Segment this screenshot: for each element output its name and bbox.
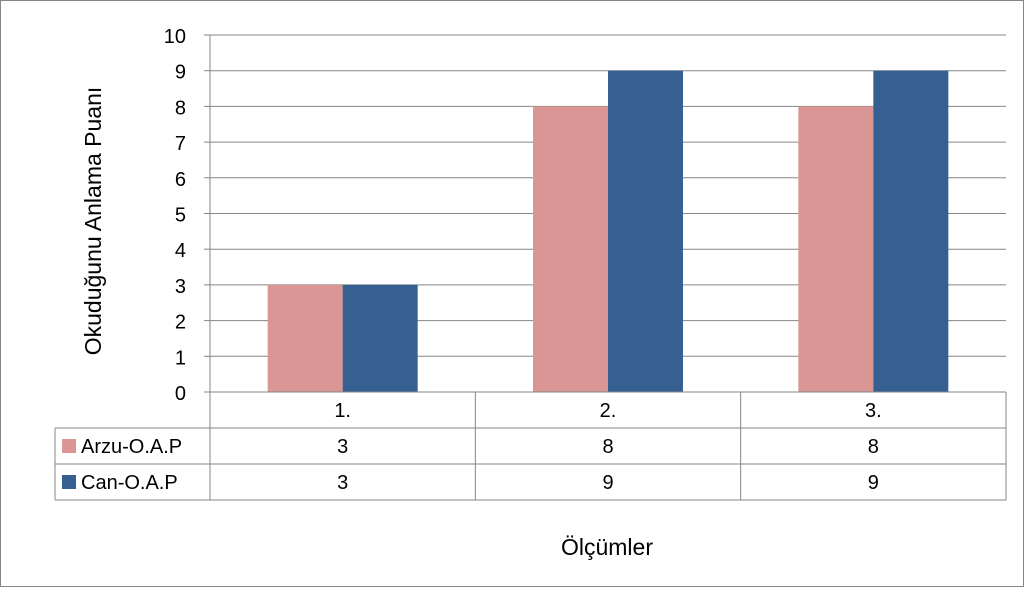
y-tick-label: 0 xyxy=(175,383,186,405)
table-cell-value: 9 xyxy=(602,472,613,494)
table-cell-value: 8 xyxy=(868,436,879,458)
y-tick-label: 7 xyxy=(175,133,186,155)
table-cell-value: 8 xyxy=(602,436,613,458)
x-category-label: 1. xyxy=(334,400,351,422)
y-tick-label: 1 xyxy=(175,347,186,369)
bar xyxy=(873,70,949,392)
data-table: 1. 2. 3. Arzu-O.A.P 3 8 8 Can-O.A.P 3 9 9 xyxy=(54,391,1007,501)
y-tick-label: 4 xyxy=(175,240,186,262)
y-tick-label: 5 xyxy=(175,205,186,227)
bar xyxy=(267,284,343,392)
x-category-label: 2. xyxy=(600,400,617,422)
y-axis-title: Okuduğunu Anlama Puanı xyxy=(80,87,106,356)
y-tick-label: 9 xyxy=(175,62,186,84)
table-cell-value: 9 xyxy=(868,472,879,494)
table-cell-value: 3 xyxy=(337,436,348,458)
y-tick-label: 3 xyxy=(175,276,186,298)
x-axis-title: Ölçümler xyxy=(561,534,653,560)
bars xyxy=(267,70,949,393)
y-tick-label: 8 xyxy=(175,97,186,119)
x-category-label: 3. xyxy=(865,400,882,422)
bar xyxy=(608,70,683,392)
axes: 0 1 2 3 4 5 6 7 8 9 10 xyxy=(164,26,211,405)
bar xyxy=(342,284,418,392)
legend-swatch xyxy=(62,439,76,453)
table-cell-value: 3 xyxy=(337,472,348,494)
legend-label: Arzu-O.A.P xyxy=(81,436,182,458)
bar xyxy=(798,106,874,393)
y-tick-label: 6 xyxy=(175,169,186,191)
bar xyxy=(533,106,608,393)
y-tick-label: 2 xyxy=(175,312,186,334)
legend-swatch xyxy=(62,475,76,489)
legend-label: Can-O.A.P xyxy=(81,472,178,494)
y-tick-label: 10 xyxy=(164,26,186,48)
